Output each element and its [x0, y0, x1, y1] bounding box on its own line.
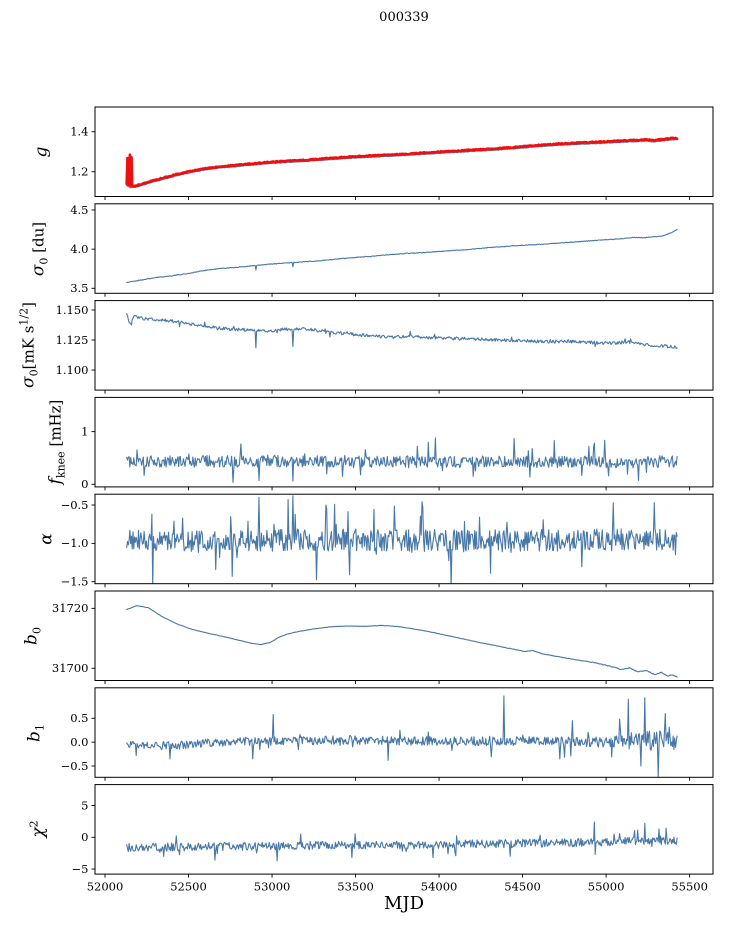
y-axis-label-b1: b1: [24, 723, 47, 742]
y-axis-label-sigma0-du: σ0 [du]: [28, 221, 51, 276]
y-axis-label-part: b: [24, 730, 45, 742]
subplot-chi2: −5 0 5 52000 52500 53000 53500 54000 54500 55000 5…: [72, 784, 714, 894]
subplot-b1: −0.5 0.0 0.5: [61, 687, 714, 781]
y-tick-label: −0.5: [61, 498, 89, 512]
x-tick-label: 54000: [421, 880, 458, 894]
y-axis-label-chi2: χ2: [27, 820, 49, 838]
y-tick-label: 0.5: [70, 711, 88, 725]
figure-title: 000339: [379, 10, 429, 25]
y-tick-label: 0: [81, 830, 88, 844]
y-axis-label-fknee: fknee [mHz]: [45, 399, 68, 485]
y-axis-label-part: 0: [27, 369, 41, 377]
y-axis-label-alpha: α: [36, 533, 57, 545]
subplot-sigma0-mks: 1.100 1.125 1.150: [56, 300, 714, 394]
y-tick-label: 0: [81, 477, 88, 491]
x-tick-label: 53500: [337, 880, 374, 894]
y-tick-label: 1.4: [70, 125, 88, 139]
series-sigma0-mks: [126, 313, 678, 350]
y-axis-label-part: 1: [33, 723, 47, 731]
subplot-b0: 31700 31720: [52, 590, 714, 684]
y-tick-label: −5: [72, 862, 89, 876]
y-axis-label-part: χ: [28, 827, 49, 838]
y-axis-label-part: ]: [19, 302, 38, 309]
y-tick-label: 0.0: [70, 735, 88, 749]
y-axis-label-part: σ: [18, 376, 39, 389]
y-axis-label-part: knee: [54, 451, 68, 479]
x-tick-label: 55000: [588, 880, 625, 894]
y-axis-label-sigma0-mks: σ0[mK s1/2]: [17, 302, 41, 389]
y-axis-label-part: b: [21, 633, 42, 645]
y-axis-label-part: f: [45, 478, 66, 485]
series-b1: [126, 695, 678, 778]
series-fknee: [126, 437, 678, 483]
x-tick-label: 55500: [671, 880, 708, 894]
series-chi2: [126, 821, 678, 862]
x-axis-label: MJD: [383, 893, 425, 914]
y-axis-label-part: 0: [37, 257, 51, 265]
y-tick-label: 1.100: [56, 363, 89, 377]
x-tick-label: 53000: [254, 880, 291, 894]
y-tick-label: 31720: [52, 601, 89, 615]
y-tick-label: 4.5: [70, 203, 88, 217]
y-axis-label-part: [mHz]: [46, 399, 65, 452]
y-axis-label-part: α: [36, 533, 57, 545]
y-axis-label-part: σ: [28, 264, 49, 276]
y-tick-label: 1: [81, 424, 88, 438]
y-tick-label: −0.5: [61, 759, 89, 773]
subplot-sigma0-du: 3.5 4.0 4.5: [70, 203, 714, 297]
x-tick-label: 52500: [170, 880, 207, 894]
series-alpha: [126, 495, 678, 584]
y-tick-label: 1.125: [56, 333, 89, 347]
series-g-measured: [125, 136, 679, 188]
series-b0: [126, 605, 678, 678]
x-tick-label: 54500: [504, 880, 541, 894]
y-axis-label-g: g: [31, 146, 52, 158]
y-axis-label-part: [du]: [29, 221, 48, 258]
y-axis-label-part: [mK s: [19, 325, 38, 370]
y-tick-label: 1.2: [70, 165, 88, 179]
y-tick-label: 1.150: [56, 303, 89, 317]
y-axis-label-b0: b0: [21, 626, 44, 645]
x-tick-label: 52000: [87, 880, 124, 894]
y-tick-label: 3.5: [70, 281, 88, 295]
y-tick-label: 5: [81, 798, 88, 812]
y-tick-label: −1.0: [61, 536, 89, 550]
y-axis-label-part: 0: [30, 626, 44, 634]
y-axis-label-part: 2: [27, 820, 41, 828]
series-g-model: [126, 138, 678, 189]
y-tick-label: 4.0: [70, 242, 88, 256]
y-tick-label: 31700: [52, 661, 89, 675]
subplot-alpha: −1.5 −1.0 −0.5: [61, 493, 714, 589]
y-tick-label: −1.5: [61, 575, 89, 589]
y-axis-label-part: g: [31, 146, 52, 158]
series-sigma0-du: [126, 228, 678, 284]
subplot-g: 1.2 1.4: [70, 106, 714, 200]
y-axis-label-part: 1/2: [17, 308, 31, 326]
subplot-fknee: 01: [81, 396, 714, 491]
